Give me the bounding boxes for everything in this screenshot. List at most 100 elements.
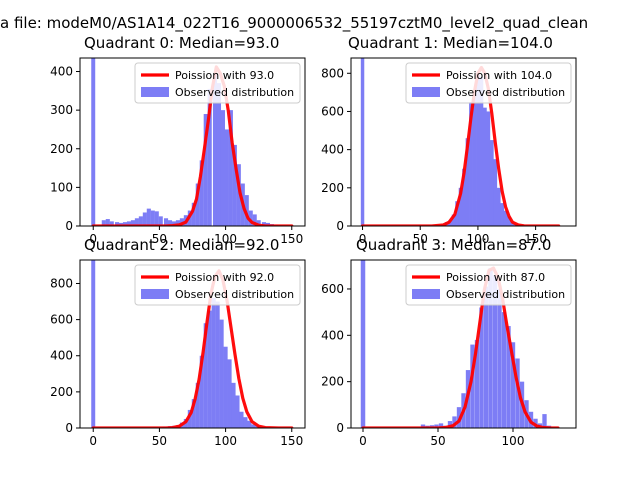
- histogram-bar: [476, 73, 480, 226]
- histogram-bar: [515, 358, 520, 428]
- histogram-bar: [470, 344, 475, 428]
- histogram-bar: [216, 83, 222, 226]
- legend-bar-swatch: [141, 87, 169, 97]
- legend-3: Poission with 87.0 Observed distribution: [405, 264, 572, 306]
- x-tick-label: 100: [466, 232, 489, 246]
- legend-label-observed: Observed distribution: [446, 288, 565, 301]
- histogram-bar: [469, 101, 473, 226]
- y-tick-label: 0: [336, 421, 344, 435]
- histogram-bar: [203, 114, 208, 226]
- y-tick-label: 200: [321, 181, 344, 195]
- legend-bar-swatch: [412, 87, 440, 97]
- x-tick-label: 0: [89, 232, 97, 246]
- histogram-bar: [472, 92, 477, 226]
- histogram-bar: [167, 220, 173, 226]
- y-tick-label: 400: [50, 65, 73, 79]
- histogram-bar: [199, 355, 204, 428]
- y-tick-label: 400: [321, 328, 344, 342]
- histogram-bar: [420, 424, 426, 428]
- panel-title-2: Quadrant 2: Median=92.0: [84, 236, 280, 254]
- histogram-bar: [492, 275, 498, 428]
- y-tick-label: 200: [321, 375, 344, 389]
- histogram-bar: [542, 414, 547, 428]
- panel-title-3: Quadrant 3: Median=87.0: [356, 236, 552, 254]
- axes-frame: [350, 259, 577, 429]
- x-tick-label: 50: [430, 434, 445, 448]
- legend-bar-swatch: [412, 289, 440, 299]
- histogram-bar: [496, 187, 501, 226]
- histogram-bar: [154, 211, 159, 226]
- histogram-bar: [105, 219, 110, 226]
- histogram-bar: [465, 138, 470, 226]
- histogram-bar: [219, 319, 224, 428]
- histogram-bar: [236, 164, 241, 226]
- legend-label-fit: Poission with 87.0: [446, 271, 545, 284]
- histogram-bar: [115, 222, 120, 226]
- zero-bin-bar: [360, 260, 366, 428]
- legend-1: Poission with 104.0 Observed distribution: [405, 62, 572, 104]
- y-tick-label: 200: [50, 142, 73, 156]
- histogram-bar: [507, 216, 511, 226]
- zero-bin-bar: [91, 260, 96, 428]
- histogram-bar: [134, 218, 139, 226]
- legend-bar-swatch: [141, 289, 169, 299]
- histogram-bar: [130, 220, 135, 226]
- legend-box: [134, 264, 301, 306]
- histogram-bar: [261, 222, 267, 226]
- y-tick-label: 400: [50, 349, 73, 363]
- histogram-bar: [126, 221, 132, 226]
- histogram-bar: [510, 222, 515, 226]
- histogram-bar: [474, 339, 480, 428]
- y-tick-label: 0: [65, 219, 73, 233]
- histogram-bar: [199, 160, 204, 226]
- histogram-bar: [497, 288, 502, 428]
- y-tick-label: 600: [321, 282, 344, 296]
- x-tick-label: 50: [413, 232, 428, 246]
- legend-label-fit: Poission with 104.0: [446, 69, 552, 82]
- histogram-bar: [462, 168, 466, 226]
- x-tick-label: 50: [152, 434, 167, 448]
- histogram-bar: [101, 220, 106, 226]
- y-tick-label: 400: [321, 143, 344, 157]
- y-tick-label: 800: [50, 276, 73, 290]
- panel-3: 0 50 100 0 200 400 600 Poission with 87.0 Observ…: [321, 259, 577, 448]
- histogram-bar: [243, 417, 248, 428]
- histogram-bar: [510, 342, 516, 428]
- histogram-bar: [191, 399, 196, 428]
- histogram-bar: [195, 183, 200, 226]
- legend-label-fit: Poission with 93.0: [175, 69, 274, 82]
- legend-box: [134, 62, 301, 104]
- panel-0: 0 50 100 150 0 100 200 300 400 Poission with 93.0…: [50, 57, 306, 246]
- legend-label-observed: Observed distribution: [446, 86, 565, 99]
- histogram-bar: [228, 110, 233, 226]
- histogram-bar: [252, 214, 257, 226]
- legend-2: Poission with 92.0 Observed distribution: [134, 264, 301, 306]
- histogram-bar: [247, 420, 252, 428]
- histogram-bar: [251, 424, 256, 428]
- plot-area-1: [360, 58, 561, 226]
- histogram-bar: [503, 210, 508, 226]
- histogram-bar: [171, 221, 177, 226]
- histogram-bar: [493, 159, 498, 226]
- histogram-bar: [479, 77, 484, 226]
- histogram-bar: [486, 111, 491, 226]
- legend-box: [405, 264, 572, 306]
- y-tick-label: 100: [50, 180, 73, 194]
- histogram-bar: [142, 212, 147, 226]
- x-tick-label: 0: [359, 434, 367, 448]
- histogram-bar: [479, 307, 484, 428]
- histogram-bar: [150, 210, 155, 226]
- y-tick-label: 0: [65, 421, 73, 435]
- histogram-bar: [239, 411, 244, 428]
- legend-label-fit: Poission with 92.0: [175, 271, 274, 284]
- histogram-bar: [500, 203, 505, 226]
- plot-area-0: [91, 58, 294, 226]
- legend-label-observed: Observed distribution: [175, 86, 294, 99]
- histogram-bar: [458, 187, 463, 226]
- x-tick-label: 0: [89, 434, 97, 448]
- y-tick-label: 0: [336, 219, 344, 233]
- legend-0: Poission with 93.0 Observed distribution: [134, 62, 301, 104]
- histogram-bar: [223, 346, 228, 428]
- histogram-bar: [203, 323, 208, 428]
